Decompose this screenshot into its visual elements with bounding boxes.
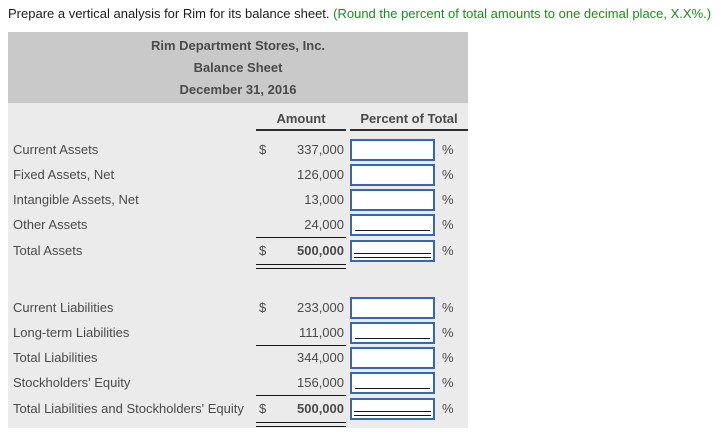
row-label: Current Liabilities [13,300,114,315]
percent-sign: % [442,300,454,315]
table-row-total-liabilities-equity: Total Liabilities and Stockholders' Equi… [8,395,468,427]
table-row-current-liabilities: Current Liabilities $ 233,000 % [8,295,468,320]
row-label: Stockholders' Equity [13,375,131,390]
amount-cell: $ 500,000 [256,240,346,269]
percent-sign: % [442,142,454,157]
percent-sign: % [442,375,454,390]
percent-sign: % [442,192,454,207]
amount-cell: 111,000 [256,322,346,346]
statement-body: Amount Percent of Total Current Assets $… [8,103,468,428]
dollar-sign: $ [259,243,267,258]
table-row-current-assets: Current Assets $ 337,000 % [8,137,468,162]
percent-input-box [350,371,435,394]
amount-cell: 126,000 [256,164,346,186]
percent-input-box [350,163,435,186]
percent-column-header: Percent of Total [350,107,468,131]
percent-input-box [350,188,435,211]
row-label: Current Assets [13,142,99,157]
percent-input[interactable] [352,140,433,159]
amount-value: 500,000 [297,243,344,258]
table-row-other-assets: Other Assets 24,000 % [8,212,468,238]
amount-cell: 24,000 [256,214,346,238]
percent-sign: % [442,350,454,365]
percent-input-box [350,321,435,344]
row-label: Intangible Assets, Net [13,192,139,207]
amount-value: 111,000 [298,325,344,340]
percent-input[interactable] [352,348,433,367]
amount-value: 24,000 [304,217,344,232]
table-row-total-liabilities: Total Liabilities 344,000 % [8,345,468,370]
dollar-sign: $ [259,300,267,315]
dollar-sign: $ [259,401,267,416]
statement-date: December 31, 2016 [179,82,297,97]
instruction-main: Prepare a vertical analysis for Rim for … [8,6,330,21]
statement-title: Balance Sheet [193,60,283,75]
table-row-stockholders-equity: Stockholders' Equity 156,000 % [8,370,468,396]
percent-input-box [350,296,435,319]
row-label: Fixed Assets, Net [13,167,115,182]
amount-value: 344,000 [297,350,344,365]
balance-sheet-table: Rim Department Stores, Inc. Balance Shee… [8,32,468,428]
amount-value: 156,000 [297,375,344,390]
percent-sign: % [442,217,454,232]
section-spacer [8,264,468,295]
percent-input-box [350,138,435,161]
table-row-intangible-assets: Intangible Assets, Net 13,000 % [8,187,468,212]
amount-column-header: Amount [256,107,346,131]
percent-input[interactable] [352,165,433,184]
amount-cell: $ 500,000 [256,398,346,427]
percent-input[interactable] [352,241,433,260]
row-label: Other Assets [13,217,88,232]
table-row-fixed-assets: Fixed Assets, Net 126,000 % [8,162,468,187]
statement-header: Rim Department Stores, Inc. Balance Shee… [8,32,468,103]
row-label: Total Liabilities and Stockholders' Equi… [13,401,244,416]
amount-cell: $ 337,000 [256,139,346,161]
percent-input[interactable] [352,298,433,317]
percent-sign: % [442,243,454,258]
table-row-longterm-liabilities: Long-term Liabilities 111,000 % [8,320,468,346]
percent-input[interactable] [352,399,433,418]
amount-value: 13,000 [304,192,344,207]
percent-input-box [350,397,435,420]
percent-input[interactable] [352,190,433,209]
amount-value: 337,000 [297,142,344,157]
instruction-note: (Round the percent of total amounts to o… [329,6,712,21]
amount-cell: 13,000 [256,189,346,211]
percent-input[interactable] [352,215,433,234]
label-column-header [8,107,256,131]
percent-input[interactable] [352,373,433,392]
amount-cell: 156,000 [256,372,346,396]
row-label: Long-term Liabilities [13,325,130,340]
company-name: Rim Department Stores, Inc. [150,38,326,53]
amount-value: 126,000 [297,167,344,182]
percent-sign: % [442,401,454,416]
amount-cell: 344,000 [256,347,346,369]
column-headers: Amount Percent of Total [8,107,468,131]
amount-cell: $ 233,000 [256,297,346,319]
percent-sign: % [442,167,454,182]
amount-value: 233,000 [297,300,344,315]
percent-input-box [350,346,435,369]
row-label: Total Liabilities [13,350,98,365]
dollar-sign: $ [259,142,267,157]
row-label: Total Assets [13,243,83,258]
percent-input[interactable] [352,323,433,342]
instruction-text: Prepare a vertical analysis for Rim for … [8,6,724,22]
table-row-total-assets: Total Assets $ 500,000 % [8,237,468,269]
percent-input-box [350,239,435,262]
percent-sign: % [442,325,454,340]
amount-value: 500,000 [297,401,344,416]
percent-input-box [350,213,435,236]
